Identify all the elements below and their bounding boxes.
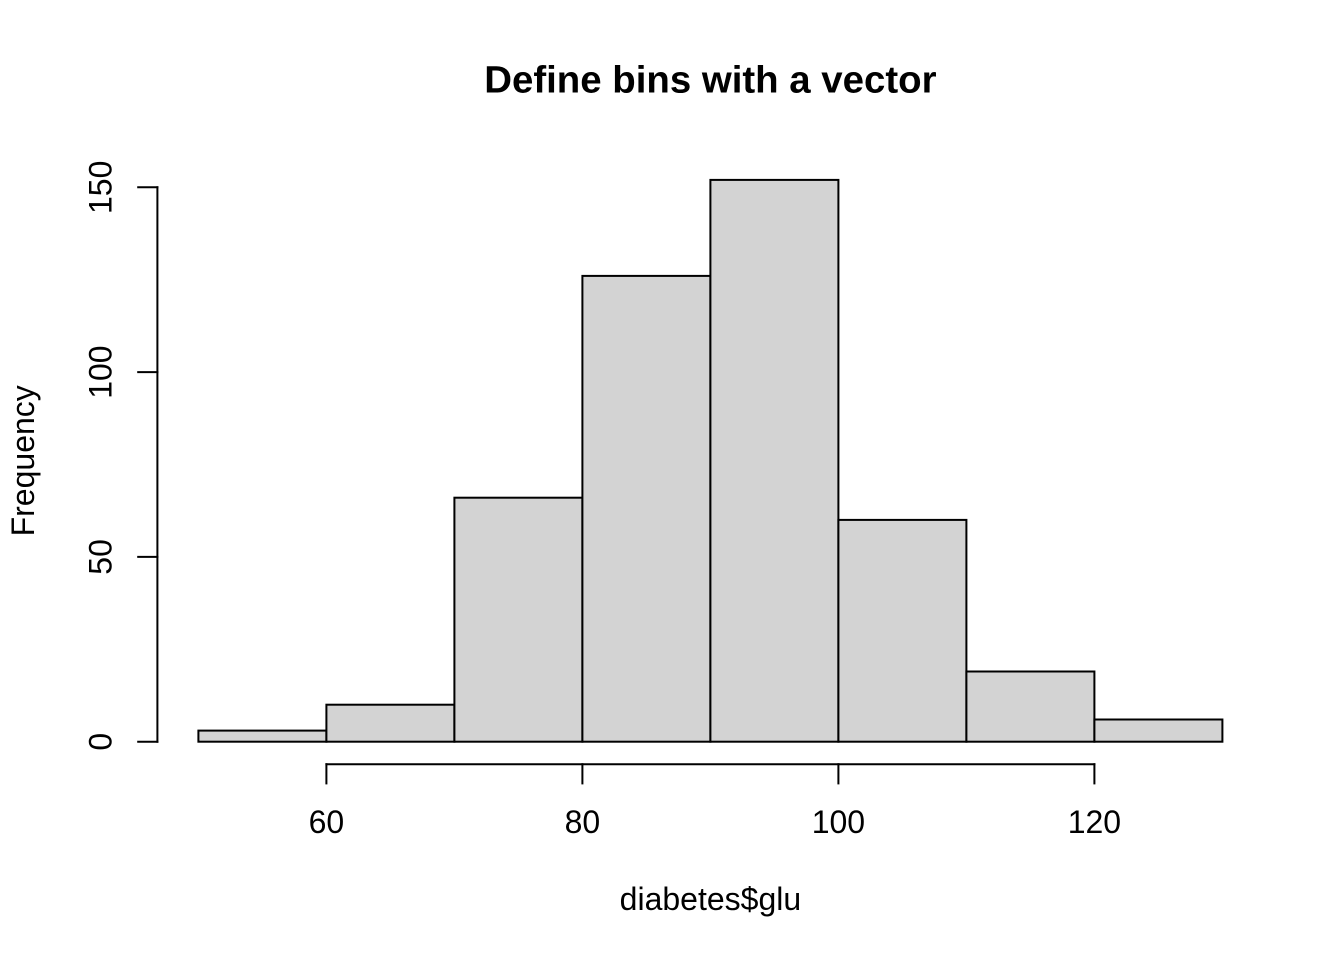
svg-text:100: 100	[812, 804, 865, 840]
svg-text:0: 0	[82, 733, 118, 751]
svg-text:Define bins with a vector: Define bins with a vector	[484, 59, 936, 102]
svg-text:120: 120	[1068, 804, 1121, 840]
svg-text:diabetes$glu: diabetes$glu	[620, 881, 801, 917]
svg-text:100: 100	[82, 345, 118, 398]
svg-text:Frequency: Frequency	[5, 385, 41, 536]
svg-text:60: 60	[309, 804, 345, 840]
svg-text:150: 150	[82, 161, 118, 214]
svg-text:50: 50	[82, 539, 118, 575]
svg-text:80: 80	[565, 804, 601, 840]
